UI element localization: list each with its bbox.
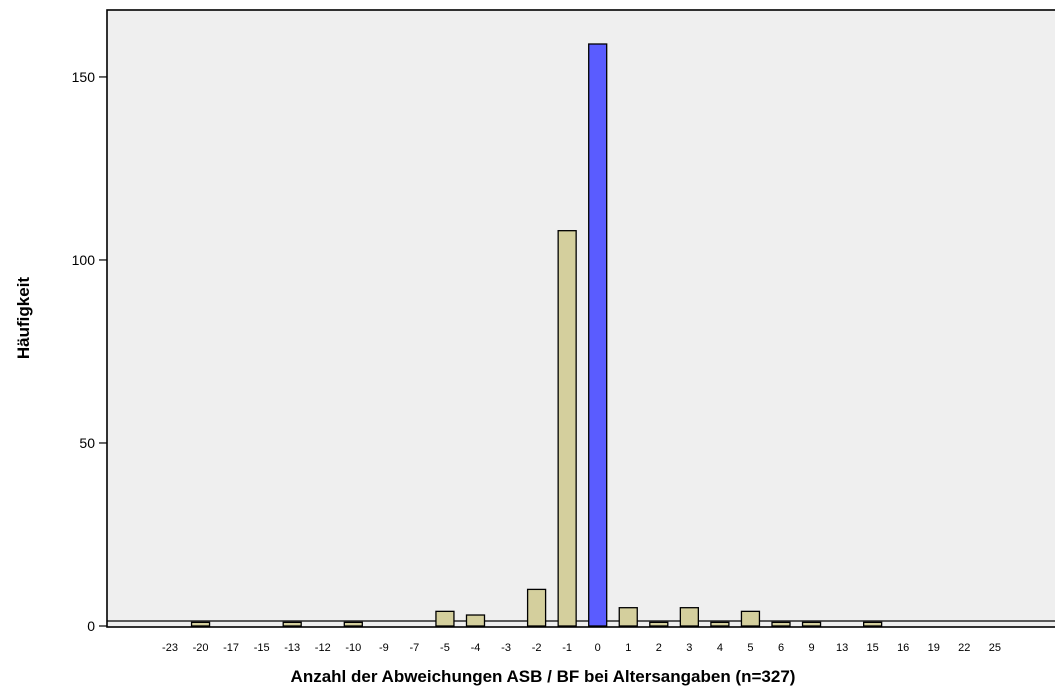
y-tick-label: 150 [72,69,96,85]
x-tick-label: -20 [193,642,209,654]
bars [190,43,883,627]
x-tick-label: 22 [958,642,970,654]
bar--13 [282,621,302,627]
x-tick-label: 3 [686,642,692,654]
x-tick-label: 9 [808,642,814,654]
plot-area [106,9,1055,628]
x-tick-label: -13 [284,642,300,654]
x-tick-label: -7 [410,642,420,654]
x-tick-label: -4 [471,642,481,654]
x-tick-label: -3 [501,642,511,654]
x-tick-label: -15 [254,642,270,654]
x-axis: -23 -20 -17 -15 -13 -12 -10 -9 -7 -5 -4 -3 -2 -1 0 1 2 3 4… [162,642,1001,654]
bar--1 [557,230,577,627]
bar--2 [526,588,547,627]
x-tick-label: 25 [989,642,1001,654]
bar-9 [801,621,822,627]
bar--5 [435,610,455,627]
x-tick-label: -9 [379,642,389,654]
bar-5 [740,610,761,627]
bar--10 [343,621,363,627]
x-axis-title: Anzahl der Abweichungen ASB / BF bei Alt… [291,667,796,686]
y-tick-label: 50 [79,435,95,451]
bar--20 [190,621,211,627]
y-axis: 0 50 100 150 [72,69,107,634]
x-tick-label: -17 [223,642,239,654]
x-tick-label: 1 [625,642,631,654]
x-tick-label: -10 [345,642,361,654]
x-tick-label: 15 [867,642,879,654]
x-tick-label: 5 [747,642,753,654]
bar-6 [771,621,791,627]
x-tick-label: 19 [928,642,940,654]
x-tick-label: -1 [562,642,572,654]
x-tick-label: 13 [836,642,848,654]
x-tick-label: 16 [897,642,909,654]
x-tick-label: -12 [315,642,331,654]
y-axis-title: Häufigkeit [14,277,33,360]
bar--4 [465,614,486,627]
x-tick-label: 6 [778,642,784,654]
bar-3 [679,607,699,627]
y-tick-label: 100 [72,252,96,268]
bar-2 [649,621,669,627]
x-tick-label: -23 [162,642,178,654]
x-tick-label: 2 [656,642,662,654]
x-tick-label: 4 [717,642,723,654]
x-tick-label: 0 [595,642,601,654]
bar-15 [863,621,883,627]
x-tick-label: -2 [532,642,542,654]
bar-4 [710,621,730,627]
bar-1 [618,607,638,627]
y-tick-label: 0 [87,618,95,634]
bar-0 [588,43,608,627]
x-tick-label: -5 [440,642,450,654]
